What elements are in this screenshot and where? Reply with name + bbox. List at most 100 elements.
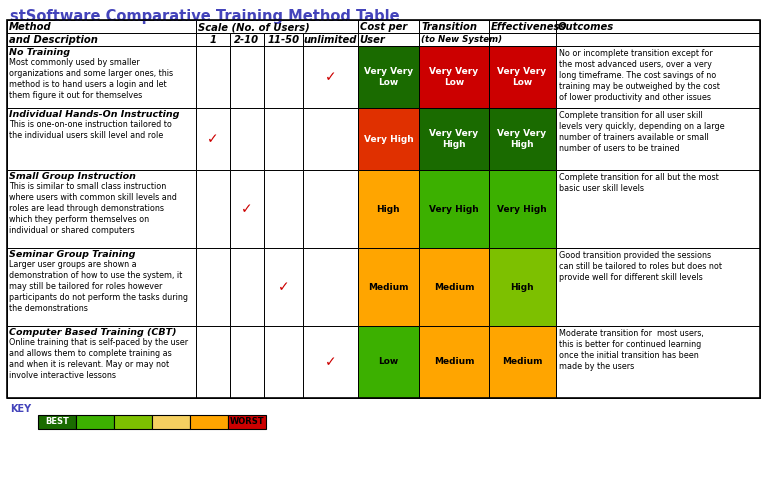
Text: Individual Hands-On Instructing: Individual Hands-On Instructing bbox=[9, 110, 179, 119]
Bar bbox=[229, 108, 264, 170]
Bar bbox=[555, 326, 760, 398]
Bar bbox=[152, 415, 190, 429]
Bar bbox=[190, 415, 228, 429]
Text: 2-10: 2-10 bbox=[234, 35, 259, 45]
Bar bbox=[7, 20, 196, 33]
Text: Very High: Very High bbox=[429, 204, 479, 214]
Bar bbox=[229, 33, 264, 46]
Text: Medium: Medium bbox=[433, 283, 474, 291]
Bar bbox=[489, 170, 555, 248]
Bar bbox=[357, 248, 420, 326]
Bar bbox=[420, 46, 489, 108]
Text: Very Very
High: Very Very High bbox=[498, 129, 547, 149]
Text: Online training that is self-paced by the user
and allows them to complete train: Online training that is self-paced by th… bbox=[9, 338, 188, 380]
Text: ✓: ✓ bbox=[278, 280, 289, 294]
Bar bbox=[303, 248, 357, 326]
Bar bbox=[489, 33, 555, 46]
Bar bbox=[264, 170, 303, 248]
Text: Seminar Group Training: Seminar Group Training bbox=[9, 250, 135, 259]
Bar bbox=[303, 108, 357, 170]
Text: Very High: Very High bbox=[497, 204, 547, 214]
Bar bbox=[489, 46, 555, 108]
Text: No or incomplete transition except for
the most advanced users, over a very
long: No or incomplete transition except for t… bbox=[558, 49, 719, 102]
Bar bbox=[264, 248, 303, 326]
Text: 1: 1 bbox=[209, 35, 216, 45]
Bar bbox=[420, 33, 489, 46]
Text: High: High bbox=[377, 204, 400, 214]
Text: This is one-on-one instruction tailored to
the individual users skill level and : This is one-on-one instruction tailored … bbox=[9, 120, 172, 140]
Text: Transition: Transition bbox=[421, 22, 477, 32]
Bar bbox=[229, 326, 264, 398]
Bar bbox=[7, 248, 196, 326]
Bar bbox=[7, 33, 196, 46]
Text: Small Group Instruction: Small Group Instruction bbox=[9, 172, 136, 181]
Text: Outcomes: Outcomes bbox=[558, 22, 614, 32]
Text: Very Very
Low: Very Very Low bbox=[430, 67, 479, 87]
Text: unlimited: unlimited bbox=[304, 35, 357, 45]
Bar bbox=[303, 46, 357, 108]
Bar bbox=[7, 326, 196, 398]
Bar bbox=[7, 170, 196, 248]
Bar bbox=[229, 248, 264, 326]
Bar bbox=[76, 415, 114, 429]
Bar bbox=[357, 108, 420, 170]
Bar bbox=[7, 20, 760, 398]
Text: Cost per: Cost per bbox=[360, 22, 407, 32]
Bar bbox=[489, 248, 555, 326]
Text: Method: Method bbox=[9, 22, 51, 32]
Bar bbox=[196, 248, 229, 326]
Text: Low: Low bbox=[378, 358, 399, 366]
Bar bbox=[264, 46, 303, 108]
Bar bbox=[196, 46, 229, 108]
Bar bbox=[489, 20, 555, 33]
Bar bbox=[264, 108, 303, 170]
Text: Larger user groups are shown a
demonstration of how to use the system, it
may st: Larger user groups are shown a demonstra… bbox=[9, 260, 188, 313]
Text: (to New System): (to New System) bbox=[421, 35, 502, 44]
Text: Complete transition for all but the most
basic user skill levels: Complete transition for all but the most… bbox=[558, 173, 719, 193]
Text: Effectiveness: Effectiveness bbox=[491, 22, 566, 32]
Bar bbox=[264, 326, 303, 398]
Bar bbox=[555, 33, 760, 46]
Bar bbox=[420, 170, 489, 248]
Text: Most commonly used by smaller
organizations and some larger ones, this
method is: Most commonly used by smaller organizati… bbox=[9, 58, 173, 101]
Text: Very High: Very High bbox=[364, 135, 413, 143]
Bar bbox=[357, 20, 420, 33]
Bar bbox=[357, 170, 420, 248]
Bar bbox=[555, 248, 760, 326]
Bar bbox=[357, 33, 420, 46]
Bar bbox=[196, 108, 229, 170]
Text: High: High bbox=[510, 283, 534, 291]
Bar bbox=[303, 326, 357, 398]
Bar bbox=[303, 170, 357, 248]
Bar bbox=[420, 248, 489, 326]
Bar bbox=[555, 20, 760, 33]
Bar bbox=[420, 20, 489, 33]
Text: Scale (No. of Users): Scale (No. of Users) bbox=[199, 22, 310, 32]
Text: This is similar to small class instruction
where users with common skill levels : This is similar to small class instructi… bbox=[9, 182, 177, 235]
Bar bbox=[420, 108, 489, 170]
Text: ✓: ✓ bbox=[324, 70, 336, 84]
Bar bbox=[489, 108, 555, 170]
Bar bbox=[228, 415, 266, 429]
Text: ✓: ✓ bbox=[207, 132, 219, 146]
Bar bbox=[7, 46, 196, 108]
Text: and Description: and Description bbox=[9, 35, 98, 45]
Text: Very Very
Low: Very Very Low bbox=[364, 67, 413, 87]
Bar bbox=[196, 326, 229, 398]
Text: Complete transition for all user skill
levels very quickly, depending on a large: Complete transition for all user skill l… bbox=[558, 111, 724, 153]
Bar bbox=[555, 108, 760, 170]
Bar bbox=[420, 326, 489, 398]
Bar bbox=[114, 415, 152, 429]
Text: Moderate transition for  most users,
this is better for continued learning
once : Moderate transition for most users, this… bbox=[558, 329, 703, 371]
Text: stSoftware Comparative Training Method Table: stSoftware Comparative Training Method T… bbox=[10, 9, 400, 24]
Bar bbox=[357, 46, 420, 108]
Text: Medium: Medium bbox=[502, 358, 542, 366]
Bar bbox=[555, 46, 760, 108]
Bar bbox=[264, 33, 303, 46]
Bar bbox=[357, 326, 420, 398]
Text: Very Very
High: Very Very High bbox=[430, 129, 479, 149]
Text: BEST: BEST bbox=[45, 418, 69, 427]
Bar bbox=[555, 170, 760, 248]
Text: Good transition provided the sessions
can still be tailored to roles but does no: Good transition provided the sessions ca… bbox=[558, 251, 722, 282]
Text: Medium: Medium bbox=[368, 283, 409, 291]
